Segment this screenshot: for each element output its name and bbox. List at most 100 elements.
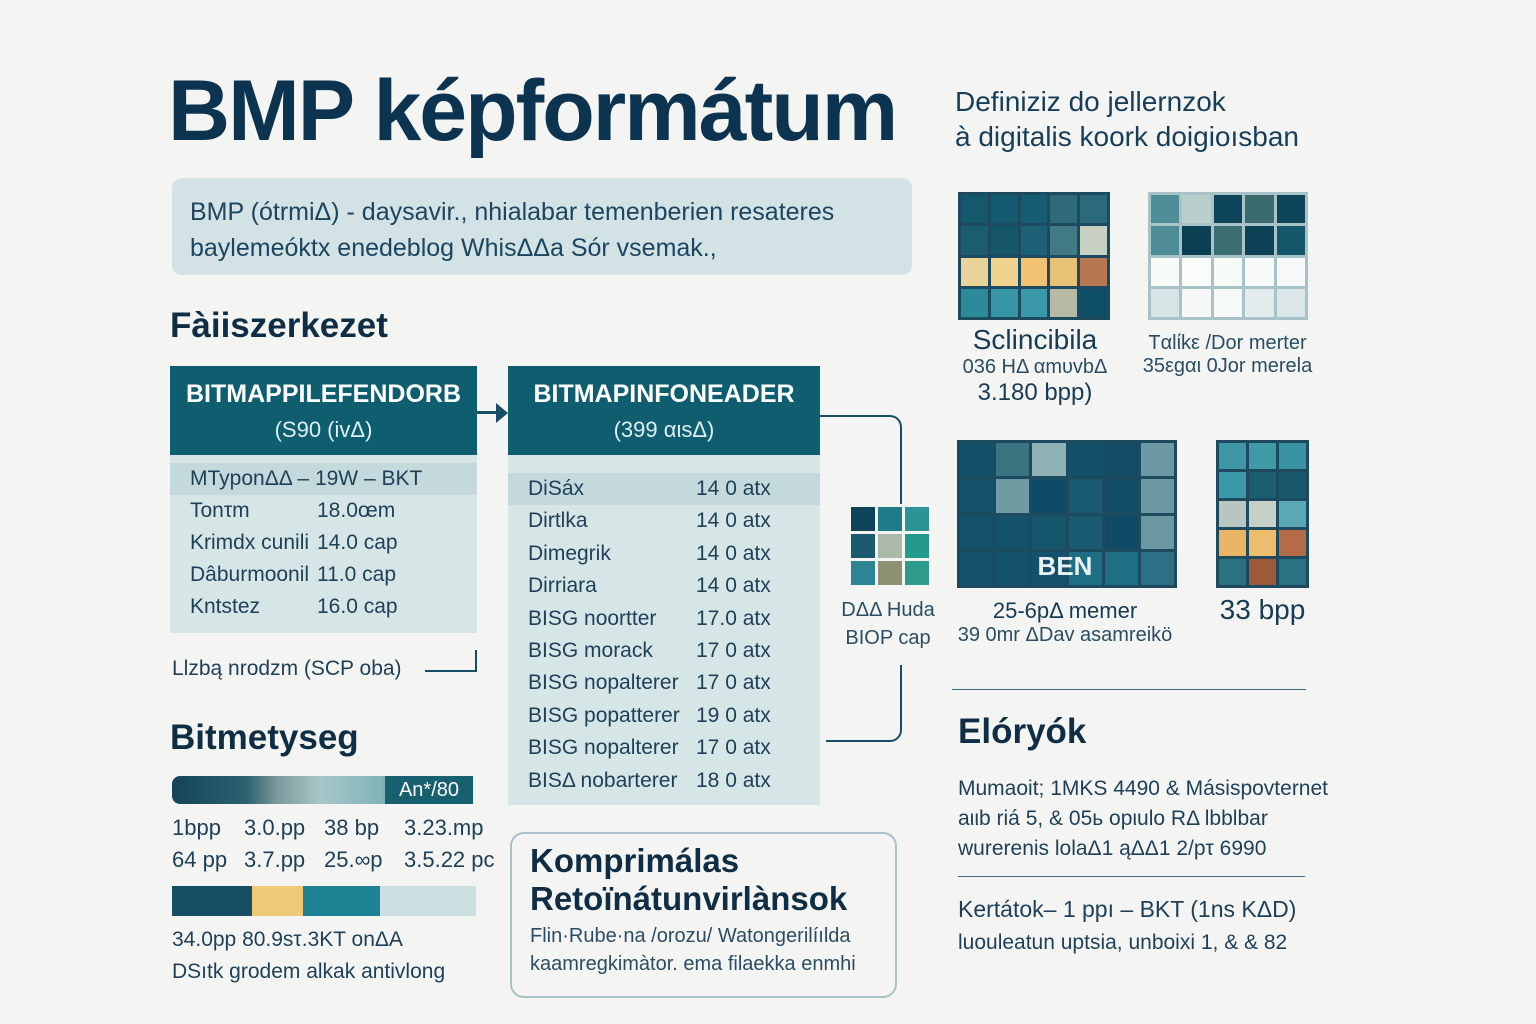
pixel-cell [1068, 515, 1102, 549]
table-row: Tonτm 18.0œm [170, 495, 477, 527]
gradient-bar [172, 776, 385, 804]
field-value: 14 0 atx [696, 477, 771, 500]
table-row: MTyponΔΔ – 19W – BKT [170, 463, 477, 495]
pixel-cell [878, 534, 902, 558]
pixel-cell [1249, 559, 1276, 585]
pixel-cell [1020, 195, 1048, 224]
pixel-label: DΔΔ Ηuda BIOP cap [838, 596, 938, 652]
pixel-cell [1068, 551, 1102, 585]
file-header-name: BITMAPPILEFENDORB [186, 380, 461, 408]
pixel-cell [1104, 515, 1138, 549]
field-name: Dâburmoonil [190, 563, 310, 586]
field-name: Dirriara [528, 574, 597, 598]
pixel-cell [1068, 443, 1102, 477]
table-row: BISG morack 17 0 atx [508, 635, 820, 667]
pixel-cell [1279, 501, 1306, 527]
description-line: baylemeóktx enedeblog WhisΔΔa Sór vsemak… [190, 234, 717, 262]
field-name: BISG morack [528, 638, 653, 662]
sample-sub: 3.180 bpp) [977, 379, 1093, 406]
pixel-cell [960, 515, 994, 549]
pixel-cell [1050, 195, 1078, 224]
palette-note: Llzbą nrodzm (SCP oba) [172, 657, 402, 680]
disadvantages-list: Kertátok– 1 ppı – BKT (1ns ΚΔD) luouleat… [958, 892, 1296, 960]
field-value: 14.0 cap [317, 531, 398, 554]
pixel-cell [960, 443, 994, 477]
sample-caption-2: Tαlίkε /Dor merter 35εgαι 0Jor merela [1135, 332, 1320, 378]
compression-line: kaamregkimàtor. ema filaekka enmhi [530, 953, 856, 975]
table-row: BISG popatterer 19 0 atx [508, 700, 820, 732]
connector [870, 415, 902, 505]
advantages-line: aιιb riá 5, & 05ь opιulo RΔ lbblbar [958, 807, 1268, 830]
color-bar-segment [172, 886, 252, 916]
arrow-head-icon [496, 403, 508, 423]
pixel-cell [1140, 479, 1174, 513]
pixel-cell [1151, 288, 1180, 317]
pixel-cell [990, 288, 1018, 317]
field-value: 14 0 atx [696, 574, 771, 598]
structure-heading: Fàiiszerkezet [170, 306, 388, 345]
field-value: 16.0 cap [317, 595, 398, 618]
divider [958, 876, 1305, 877]
field-value: 18.0œm [317, 499, 396, 522]
pixel-cell [1213, 288, 1243, 317]
advantages-line: wurerenis lolaΔ1 ąΔΔ1 2/pτ 6990 [958, 837, 1267, 860]
bitdepth-value: 3.0.pp [244, 815, 306, 840]
pixel-cell [1213, 195, 1243, 224]
table-row: BISG nopalterer 17 0 atx [508, 732, 820, 764]
pixel-cell [1104, 551, 1138, 585]
advantages-heading: Elóryók [958, 712, 1087, 751]
pixel-cell [1182, 257, 1211, 286]
pixel-cell [961, 288, 988, 317]
pixel-cell [1032, 515, 1066, 549]
field-name: Kntstez [190, 595, 261, 618]
pixel-cell [1279, 530, 1306, 556]
field-name: BISG popatterer [528, 703, 680, 727]
pixel-cell [1020, 288, 1048, 317]
sample-label: Sclincibila [972, 324, 1098, 355]
pixel-cell [1140, 551, 1174, 585]
pixel-cell [1182, 288, 1211, 317]
pixel-cell [1020, 257, 1048, 286]
pixel-cell [996, 479, 1030, 513]
pixel-cell [1219, 472, 1246, 498]
pixel-cell [1276, 257, 1305, 286]
field-value: 17 0 atx [696, 671, 771, 695]
sample-sub: 35εgαι 0Jor merela [1142, 355, 1313, 377]
pixel-cell [1151, 195, 1180, 224]
bitdepth-notes: 34.0pp 80.9sτ.3KT onΔA DSıtk grodem alka… [172, 924, 445, 988]
pixel-cell [1219, 559, 1246, 585]
sample-label: 25-6pΔ memer [992, 598, 1138, 623]
bitdepth-heading: Bitmetyseg [170, 718, 359, 757]
field-value: 18 0 atx [696, 768, 771, 792]
sample-grid-4 [1216, 440, 1309, 588]
pixel-cell [961, 257, 988, 286]
sample-caption-1: Sclincibila 036 HΔ αmυvbΔ 3.180 bpp) [945, 324, 1125, 407]
pixel-cell [1245, 257, 1274, 286]
field-value: 14 0 atx [696, 509, 771, 533]
compression-heading: Komprimálas [530, 842, 740, 879]
info-header-name: BITMAPINFONEADER [533, 380, 795, 408]
pixel-cell [996, 515, 1030, 549]
connector [425, 670, 477, 672]
pixel-cell [1032, 479, 1066, 513]
pixel-cell [1276, 226, 1305, 255]
description-box: BMP (ótrmiΔ) - daysavir., nhialabar teme… [172, 178, 912, 275]
connector [826, 665, 902, 742]
pixel-cell [1104, 479, 1138, 513]
bitdepth-note: DSıtk grodem alkak antivlong [172, 960, 446, 983]
pixel-cell [1276, 195, 1305, 224]
field-value: 17 0 atx [696, 638, 771, 662]
table-row: Kntstez 16.0 cap [170, 591, 477, 623]
pixel-cell [851, 507, 875, 531]
info-header-size: (399 αιsΔ) [613, 417, 715, 442]
field-value: 17 0 atx [696, 736, 771, 760]
pixel-cell [1219, 530, 1246, 556]
pixel-cell [1050, 226, 1078, 255]
subtitle: Definiziz do jellernzok à digitalis koor… [955, 84, 1299, 154]
pixel-cell [878, 507, 902, 531]
table-row: Dirtlka 14 0 atx [508, 505, 820, 537]
page-title: BMP képformátum [168, 63, 898, 159]
bitdepth-value: 3.7.pp [244, 847, 306, 872]
field-name: BISG nopalterer [528, 736, 679, 760]
field-name: BISΔ nobarterer [528, 768, 678, 792]
